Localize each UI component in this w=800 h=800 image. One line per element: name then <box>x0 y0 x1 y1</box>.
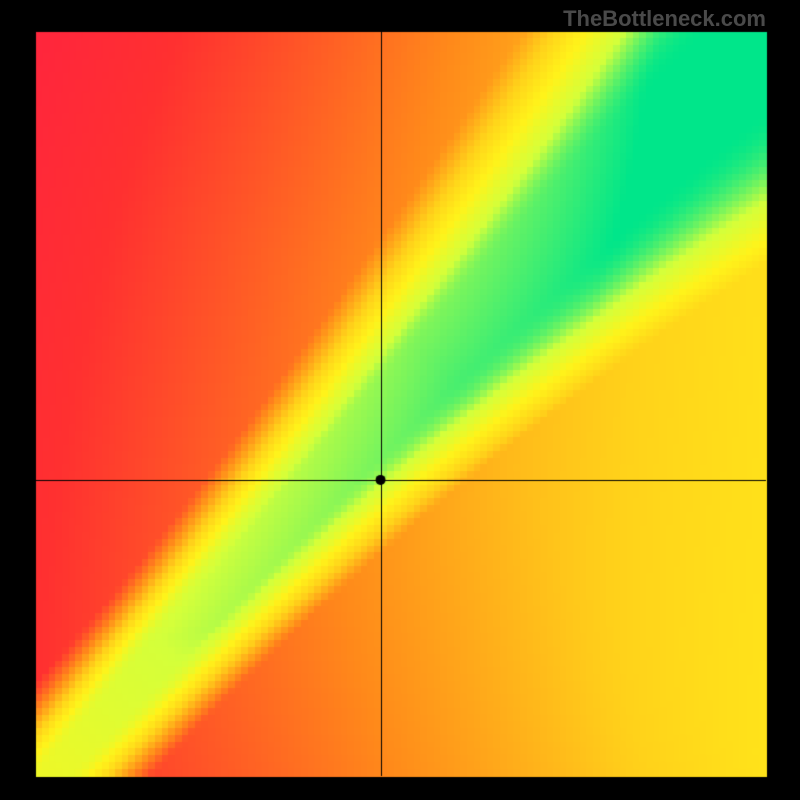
watermark-text: TheBottleneck.com <box>563 6 766 32</box>
bottleneck-heatmap <box>0 0 800 800</box>
chart-container: TheBottleneck.com <box>0 0 800 800</box>
